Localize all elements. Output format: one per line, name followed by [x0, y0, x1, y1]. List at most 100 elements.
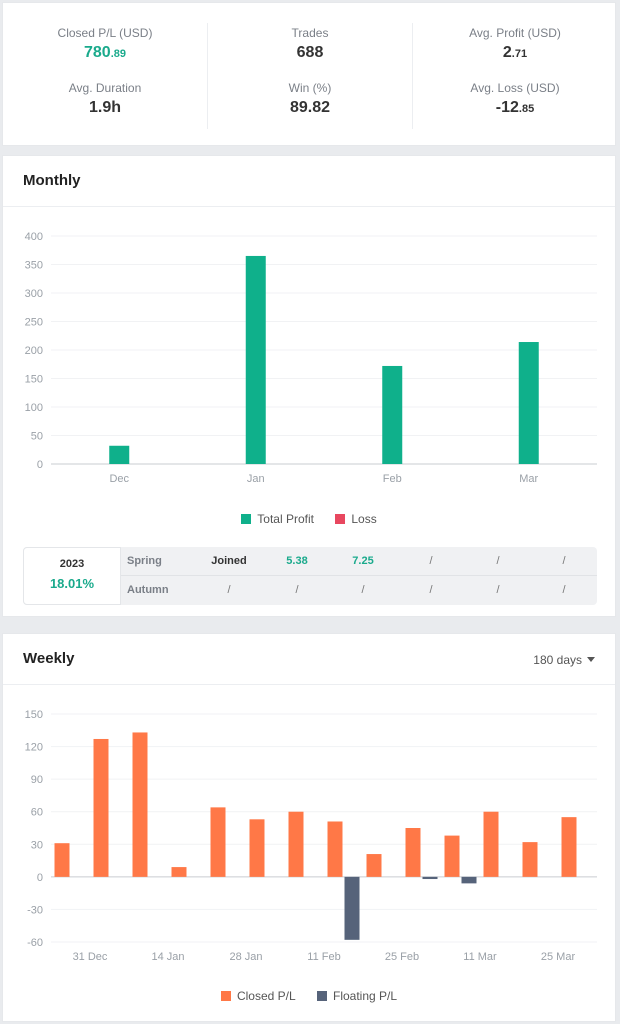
season-cell: /: [361, 584, 365, 596]
bar-closed-pl: [327, 821, 343, 877]
legend-loss[interactable]: Loss: [335, 512, 377, 526]
bar-closed-pl: [249, 819, 265, 877]
y-tick-label: 120: [25, 742, 43, 754]
x-tick-label: Feb: [383, 473, 402, 485]
season-year: 2023: [59, 558, 85, 570]
win-value: 89.82: [289, 99, 331, 116]
bar-total-profit: [109, 445, 130, 464]
x-tick-label: 25 Mar: [541, 951, 576, 963]
floating-pl-swatch: [317, 991, 327, 1001]
bar-closed-pl: [132, 732, 148, 877]
y-tick-label: 0: [37, 872, 43, 884]
avg-loss-value: -12.85: [495, 99, 535, 116]
y-tick-label: 30: [31, 839, 43, 851]
y-tick-label: 300: [25, 288, 43, 300]
legend-total-profit[interactable]: Total Profit: [241, 512, 314, 526]
legend-floating-pl[interactable]: Floating P/L: [317, 989, 397, 1003]
season-cell: /: [295, 584, 299, 596]
legend-closed-pl-label: Closed P/L: [236, 989, 296, 1003]
y-tick-label: 250: [25, 317, 43, 329]
bar-total-profit: [518, 342, 539, 464]
total-profit-swatch: [241, 514, 252, 524]
legend-closed-pl[interactable]: Closed P/L: [220, 989, 296, 1003]
stats-column-3: Avg. Profit (USD) 2.71 Avg. Loss (USD) -…: [413, 25, 617, 135]
bar-closed-pl: [561, 817, 577, 877]
bar-closed-pl: [288, 811, 304, 877]
y-tick-label: 90: [31, 774, 43, 786]
x-tick-label: 11 Feb: [307, 951, 340, 963]
closed-pl-swatch: [220, 991, 231, 1001]
season-year-cell: 2023 18.01%: [23, 547, 121, 605]
y-tick-label: 200: [25, 345, 43, 357]
avg-profit-label: Avg. Profit (USD): [469, 26, 561, 40]
y-tick-label: 150: [25, 709, 43, 721]
bar-closed-pl: [54, 843, 70, 877]
bar-floating-pl: [461, 876, 477, 884]
bar-closed-pl: [93, 738, 109, 877]
avg-profit-stat: Avg. Profit (USD) 2.71: [413, 25, 617, 64]
weekly-chart: -60 -30 0 30 60 90 120 150 31 Dec 14 Jan 28 Jan 11 …: [25, 709, 597, 963]
avg-loss-stat: Avg. Loss (USD) -12.85: [413, 80, 617, 119]
season-cell: /: [496, 584, 500, 596]
season-cell: 5.38: [286, 555, 308, 567]
avg-duration-value: 1.9h: [88, 99, 121, 116]
season-row-spring: Spring Joined 5.38 7.25 / / /: [121, 547, 597, 576]
caret-down-icon: [587, 657, 595, 663]
season-name: Autumn: [127, 584, 169, 596]
avg-profit-value: 2.71: [502, 44, 528, 61]
x-tick-label: 28 Jan: [229, 951, 262, 963]
season-name: Spring: [127, 555, 162, 567]
y-tick-label: 150: [25, 374, 43, 386]
closed-pl-stat: Closed P/L (USD) 780.89: [3, 25, 207, 64]
season-cell: /: [496, 555, 500, 567]
monthly-legend: Total Profit Loss: [3, 512, 615, 526]
x-tick-label: Dec: [109, 473, 129, 485]
y-tick-label: 100: [25, 402, 43, 414]
closed-pl-value: 780.89: [84, 44, 126, 61]
bar-closed-pl: [522, 842, 538, 877]
legend-floating-pl-label: Floating P/L: [333, 989, 398, 1003]
weekly-title: Weekly: [23, 650, 75, 667]
x-tick-label: 31 Dec: [73, 951, 108, 963]
loss-swatch: [335, 514, 346, 524]
bar-closed-pl: [171, 867, 187, 877]
period-select-value: 180 days: [533, 653, 582, 667]
avg-loss-label: Avg. Loss (USD): [470, 81, 560, 95]
y-tick-label: 400: [25, 231, 43, 243]
win-label: Win (%): [288, 81, 332, 95]
weekly-panel: Weekly 180 days -60 -30 0 30 60 90 120 150 31 De…: [2, 633, 616, 1022]
bar-closed-pl: [210, 807, 226, 877]
trades-value: 688: [296, 44, 324, 61]
stats-divider: [207, 23, 208, 129]
x-tick-label: 25 Feb: [385, 951, 419, 963]
season-cell: /: [227, 584, 231, 596]
stats-divider: [412, 23, 413, 129]
weekly-legend: Closed P/L Floating P/L: [3, 989, 615, 1003]
bar-closed-pl: [444, 835, 460, 877]
legend-total-profit-label: Total Profit: [257, 512, 314, 526]
period-select[interactable]: 180 days: [533, 653, 595, 667]
bar-total-profit: [245, 255, 266, 464]
bar-closed-pl: [405, 828, 421, 877]
bar-closed-pl: [366, 854, 382, 877]
trades-stat: Trades 688: [208, 25, 412, 64]
bar-closed-pl: [483, 811, 499, 877]
win-stat: Win (%) 89.82: [208, 80, 412, 119]
avg-duration-label: Avg. Duration: [68, 81, 142, 95]
x-tick-label: 14 Jan: [151, 951, 184, 963]
avg-duration-stat: Avg. Duration 1.9h: [3, 80, 207, 119]
weekly-header: Weekly 180 days: [3, 634, 615, 685]
season-cell: /: [562, 584, 566, 596]
bar-floating-pl: [422, 876, 438, 880]
stats-column-2: Trades 688 Win (%) 89.82: [208, 25, 412, 135]
season-cell: /: [429, 584, 433, 596]
trades-label: Trades: [291, 26, 329, 40]
x-tick-label: Mar: [519, 473, 538, 485]
season-cell: Joined: [211, 555, 247, 567]
season-cell: 7.25: [352, 555, 374, 567]
y-tick-label: -60: [27, 937, 43, 949]
y-tick-label: 60: [31, 807, 43, 819]
monthly-title: Monthly: [23, 172, 81, 189]
stats-panel: Closed P/L (USD) 780.89 Avg. Duration 1.…: [2, 2, 616, 146]
season-table: 2023 18.01% Spring Joined 5.38 7.25 / / …: [23, 547, 597, 605]
